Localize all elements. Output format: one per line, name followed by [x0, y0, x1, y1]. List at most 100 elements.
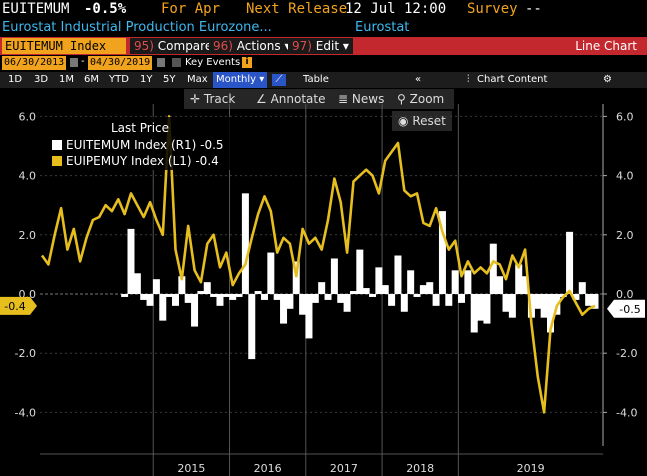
chart-content-button[interactable]: Chart Content — [477, 74, 548, 85]
bar-series — [121, 193, 599, 360]
pen-icon: ∠ — [256, 92, 267, 106]
frequency-select[interactable]: Monthly ▾ — [213, 72, 268, 88]
period-ytd[interactable]: YTD — [109, 74, 129, 85]
bar — [483, 294, 491, 324]
search-icon: ⚲ — [397, 92, 406, 106]
legend-swatch — [52, 156, 62, 166]
gear-icon[interactable]: ⚙ — [603, 74, 612, 85]
legend-box — [47, 117, 239, 170]
bar — [280, 294, 288, 324]
bar — [311, 294, 319, 303]
last-price-marker-right — [607, 299, 645, 318]
bar — [222, 294, 230, 297]
bar — [216, 294, 224, 306]
bar — [349, 291, 357, 294]
bar — [241, 193, 249, 294]
bar — [470, 294, 478, 333]
bar — [171, 294, 179, 306]
bar — [229, 294, 237, 300]
bar — [388, 294, 396, 306]
zoom-button[interactable]: ⚲ Zoom — [397, 92, 445, 106]
bar — [369, 294, 377, 297]
bar — [540, 294, 548, 318]
security-description: Eurostat Industrial Production Eurozone.… — [2, 20, 272, 35]
end-date-input[interactable]: 04/30/2019 — [88, 56, 153, 70]
period-6m[interactable]: 6M — [84, 74, 99, 85]
chart-type-label: Line Chart — [575, 39, 637, 53]
bar — [375, 267, 383, 294]
edit-menu[interactable]: 97) Edit ▾ — [288, 38, 353, 54]
period-label: For Apr — [161, 1, 221, 17]
y-tick-label-left: 6.0 — [19, 110, 37, 123]
bar — [267, 252, 275, 294]
period-5y[interactable]: 5Y — [163, 74, 176, 85]
change-value: -0.5% — [84, 1, 127, 17]
line-chart-icon[interactable]: ⟋ — [272, 74, 286, 86]
y-tick-label-left: 2.0 — [19, 229, 37, 242]
period-3d[interactable]: 3D — [34, 74, 49, 85]
bar — [197, 291, 205, 294]
key-events-checkbox[interactable] — [172, 58, 181, 67]
bar — [400, 294, 408, 312]
y-tick-label-left: -2.0 — [15, 347, 36, 360]
bar — [464, 270, 472, 294]
track-button[interactable]: ✛ Track — [190, 92, 236, 106]
survey-value: -- — [525, 1, 542, 17]
bar — [426, 282, 434, 294]
bar — [489, 243, 497, 294]
bar — [502, 294, 510, 312]
line-path — [40, 115, 596, 414]
calendar-icon[interactable] — [70, 58, 78, 67]
bar — [343, 294, 351, 312]
last-price-marker-left — [0, 296, 37, 315]
date-range-bar: 06/30/2013 - 04/30/2019 Key Events i — [0, 55, 647, 71]
y-tick-label-right: 0.0 — [616, 288, 634, 301]
legend-swatch — [52, 140, 62, 150]
y-axes: -4.0 -4.0-2.0 -2.00.0 0.02.0 2.04.0 4.06.0 6.0 — [15, 104, 637, 446]
bar — [591, 294, 599, 309]
bar — [515, 264, 523, 294]
bar — [547, 294, 555, 333]
bar — [527, 294, 535, 318]
bar — [362, 288, 370, 294]
calendar-icon[interactable] — [157, 58, 165, 67]
bar — [566, 231, 574, 294]
chart-content-icon: ⫶ — [467, 74, 470, 85]
start-date-input[interactable]: 06/30/2013 — [2, 56, 67, 70]
annotate-button[interactable]: ∠ Annotate — [256, 92, 326, 106]
chart-tools-bar — [184, 89, 454, 109]
survey-label: Survey — [467, 1, 518, 17]
news-button[interactable]: ≣ News — [338, 92, 385, 106]
bar — [318, 282, 326, 294]
x-axis: 2015 2016 2017 2018 2019 — [40, 453, 603, 475]
bar — [330, 258, 338, 294]
actions-menu[interactable]: 96) Actions ▾ — [209, 38, 295, 54]
next-release-label: Next Release — [246, 1, 348, 17]
info-icon[interactable]: i — [242, 57, 252, 68]
bar — [407, 270, 415, 294]
bar — [496, 276, 504, 294]
ticker-input[interactable]: EUITEMUM Index — [2, 38, 126, 54]
bar — [235, 294, 243, 297]
bar — [286, 294, 294, 309]
bar — [458, 294, 466, 303]
collapse-icon[interactable]: « — [415, 74, 422, 85]
y-tick-label-right: 2.0 — [616, 229, 634, 242]
crosshair-icon: ✛ — [190, 92, 201, 106]
period-1m[interactable]: 1M — [59, 74, 74, 85]
y-tick-label-left: -4.0 — [15, 406, 36, 419]
table-button[interactable]: Table — [303, 74, 329, 85]
toolbar: EUITEMUM Index 95) Compare ▾ 96) Actions… — [0, 37, 647, 55]
x-tick-label: 2015 — [177, 462, 205, 475]
actions-label: Actions — [236, 39, 281, 53]
line-series — [40, 115, 596, 414]
period-1d[interactable]: 1D — [8, 74, 23, 85]
ticker-symbol: EUITEMUM — [2, 1, 70, 17]
chevron-down-icon: ▾ — [284, 39, 290, 53]
bar — [356, 249, 364, 294]
bar — [184, 294, 192, 303]
period-1y[interactable]: 1Y — [140, 74, 153, 85]
period-max[interactable]: Max — [187, 74, 208, 85]
bar — [121, 294, 129, 297]
